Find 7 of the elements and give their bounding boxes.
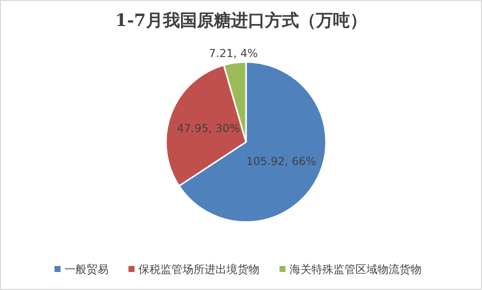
chart-title: 1-7月我国原糖进口方式（万吨） (115, 11, 367, 31)
data-label: 47.95, 30% (177, 122, 240, 136)
legend-label: 海关特殊监管区域物流货物 (290, 263, 422, 276)
legend-label: 一般贸易 (64, 263, 108, 276)
data-label: 105.92, 66% (246, 155, 316, 168)
data-label: 7.21, 4% (208, 46, 258, 60)
legend-label: 保税监管场所进出境货物 (138, 263, 260, 276)
